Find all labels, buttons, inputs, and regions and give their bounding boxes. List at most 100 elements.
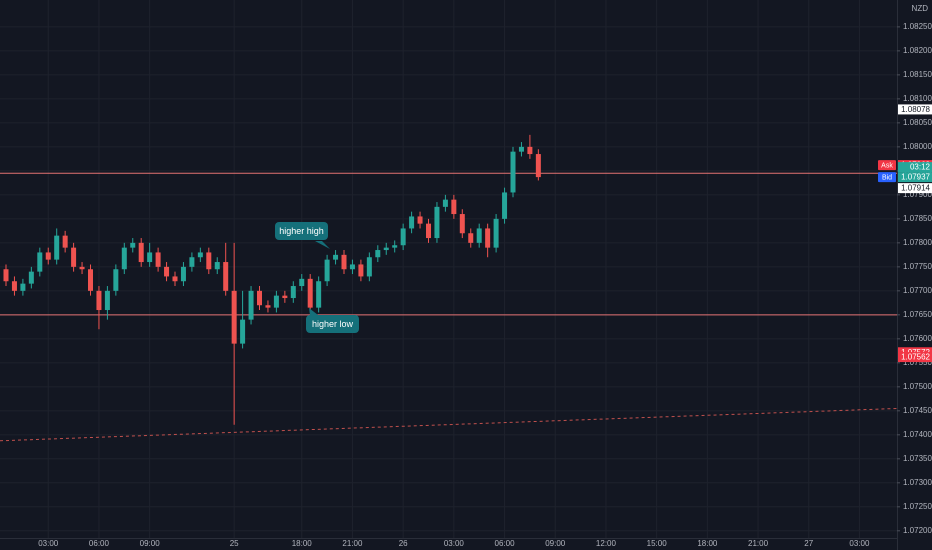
callout-box	[306, 315, 359, 333]
candle-body	[37, 252, 43, 272]
candle-body	[248, 290, 254, 320]
callout-pointer	[309, 308, 318, 315]
x-tick-label: 03:00	[849, 539, 870, 548]
y-tick-label: 1.08050	[903, 118, 932, 127]
y-tick-label: 1.07550	[903, 358, 932, 367]
candle-body	[273, 295, 279, 308]
x-tick-label: 21:00	[342, 539, 363, 548]
candle-body	[442, 199, 448, 207]
candle-body	[349, 264, 355, 270]
candle-body	[121, 247, 127, 270]
callout-pointer	[315, 241, 330, 249]
y-tick-label: 1.08200	[903, 46, 932, 55]
candle-body	[451, 199, 457, 215]
price-tag-bg	[878, 172, 896, 183]
candle-body	[476, 228, 482, 243]
candle-body	[113, 269, 119, 291]
x-tick-label: 25	[230, 539, 239, 548]
candle-body	[172, 276, 178, 282]
y-tick-label: 1.07800	[903, 238, 932, 247]
x-tick-label: 18:00	[697, 539, 718, 548]
candle-body	[62, 235, 68, 248]
candle-body	[197, 252, 203, 258]
price-label-bg	[898, 183, 932, 194]
y-tick-label: 1.08250	[903, 22, 932, 31]
candle-body	[138, 242, 144, 263]
y-tick-label: 1.07750	[903, 262, 932, 271]
y-tick-label: 1.07200	[903, 526, 932, 535]
y-tick-label: 1.07350	[903, 454, 932, 463]
candle-body	[417, 216, 423, 224]
candle-body	[155, 252, 161, 267]
y-tick-label: 1.07650	[903, 310, 932, 319]
candle-body	[20, 283, 26, 291]
candle-body	[400, 228, 406, 246]
x-tick-label: 06:00	[495, 539, 516, 548]
candle-body	[527, 146, 533, 155]
candle-body	[375, 250, 381, 258]
candle-body	[282, 295, 288, 299]
candle-body	[434, 206, 440, 239]
candle-body	[45, 252, 51, 260]
candle-body	[510, 151, 516, 193]
currency-label: NZD	[912, 4, 929, 13]
y-tick-label: 1.07500	[903, 382, 932, 391]
x-tick-label: 09:00	[545, 539, 566, 548]
y-tick-label: 1.08150	[903, 70, 932, 79]
price-label: 1.07562	[901, 353, 930, 362]
candle-body	[214, 262, 220, 270]
candle-body	[96, 290, 102, 311]
price-tag: Bid	[882, 174, 892, 181]
timer-label: 03:12	[910, 163, 931, 172]
price-label-bg	[898, 352, 932, 363]
candle-body	[130, 242, 136, 248]
candle-body	[223, 262, 229, 291]
x-tick-label: 06:00	[89, 539, 110, 548]
x-tick-label: 27	[804, 539, 813, 548]
price-tag: Ask	[881, 162, 893, 169]
candle-body	[358, 264, 364, 277]
candle-body	[290, 286, 296, 299]
x-tick-label: 18:00	[292, 539, 313, 548]
candle-body	[299, 278, 305, 287]
x-tick-label: 12:00	[596, 539, 617, 548]
candle-body	[493, 218, 499, 248]
candle-body	[324, 259, 330, 282]
candle-body	[206, 252, 212, 270]
price-label-bg	[898, 104, 932, 115]
candle-body	[518, 146, 524, 152]
candle-body	[426, 223, 431, 239]
x-tick-label: 03:00	[38, 539, 59, 548]
y-tick-label: 1.07300	[903, 478, 932, 487]
x-tick-label: 21:00	[748, 539, 769, 548]
y-tick-label: 1.07900	[903, 190, 932, 199]
y-tick-label: 1.08000	[903, 142, 932, 151]
y-tick-label: 1.07250	[903, 502, 932, 511]
candle-body	[468, 233, 474, 243]
candle-body	[231, 290, 237, 344]
callout-box	[275, 222, 328, 240]
y-tick-label: 1.07400	[903, 430, 932, 439]
candle-body	[88, 269, 93, 291]
candle-body	[240, 319, 246, 344]
candle-body	[383, 247, 389, 251]
candle-body	[535, 154, 541, 178]
callout-text: higher high	[279, 226, 324, 236]
x-tick-label: 03:00	[444, 539, 465, 548]
candle-body	[257, 290, 262, 306]
candle-body	[392, 245, 398, 248]
price-label: 1.08078	[901, 105, 930, 114]
callout-text: higher low	[312, 319, 354, 329]
candle-body	[164, 266, 170, 277]
candle-body	[180, 266, 186, 282]
y-tick-label: 1.07600	[903, 334, 932, 343]
y-tick-label: 1.07450	[903, 406, 932, 415]
candle-body	[409, 216, 415, 229]
candle-body	[341, 254, 347, 270]
candle-body	[71, 247, 77, 267]
price-tag-bg	[878, 160, 896, 171]
candle-body	[54, 235, 60, 260]
x-tick-label: 09:00	[140, 539, 161, 548]
candle-body	[189, 257, 195, 267]
